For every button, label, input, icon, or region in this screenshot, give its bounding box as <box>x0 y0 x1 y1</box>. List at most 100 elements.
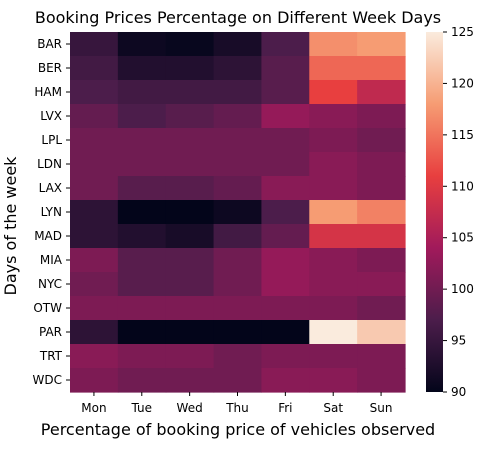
heatmap-cell <box>165 32 215 57</box>
heatmap-cell <box>213 128 263 153</box>
heatmap-cell <box>213 152 263 177</box>
heatmap-cell <box>357 368 406 393</box>
y-tick-label: OTW <box>33 301 62 315</box>
heatmap-cell <box>357 296 406 321</box>
y-tick-label: TRT <box>39 349 63 363</box>
heatmap-cell <box>117 80 167 105</box>
heatmap-cell <box>357 104 406 129</box>
y-tick-label: LYN <box>41 205 62 219</box>
heatmap-cell <box>213 80 263 105</box>
heatmap-cell <box>309 56 358 81</box>
heatmap-cell <box>70 152 119 177</box>
heatmap-cell <box>117 272 167 297</box>
heatmap-cell <box>165 248 215 273</box>
heatmap-cell <box>357 344 406 369</box>
heatmap-cell <box>165 152 215 177</box>
heatmap-cell <box>309 224 358 249</box>
heatmap-cell <box>261 200 310 225</box>
y-tick-label: PAR <box>39 325 62 339</box>
x-tick-label: Mon <box>81 401 106 415</box>
heatmap-cell <box>213 32 263 57</box>
heatmap-cell <box>70 128 119 153</box>
colorbar-tick-label: 110 <box>451 179 474 193</box>
heatmap-cell <box>309 32 358 57</box>
heatmap-cell <box>309 176 358 201</box>
x-tick-labels: Mon Tue Wed Thu Fri Sat Sun <box>81 392 392 415</box>
heatmap-cell <box>70 344 119 369</box>
heatmap-cell <box>165 320 215 345</box>
colorbar-tick-label: 100 <box>451 282 474 296</box>
heatmap-cell <box>357 32 406 57</box>
colorbar-tick-label: 120 <box>451 76 474 90</box>
colorbar-tick-label: 90 <box>451 385 466 399</box>
heatmap-cell <box>213 320 263 345</box>
heatmap-cell <box>70 176 119 201</box>
heatmap-cell <box>357 176 406 201</box>
heatmap-cell <box>213 200 263 225</box>
heatmap-cell <box>165 224 215 249</box>
heatmap-cell <box>357 224 406 249</box>
heatmap-cell <box>165 128 215 153</box>
heatmap-cell <box>357 200 406 225</box>
heatmap-cell <box>357 272 406 297</box>
heatmap-cell <box>261 176 310 201</box>
heatmap-cell <box>70 80 119 105</box>
colorbar-tick-label: 115 <box>451 128 474 142</box>
heatmap-cell <box>70 224 119 249</box>
heatmap-cell <box>261 296 310 321</box>
heatmap-cell <box>70 320 119 345</box>
y-axis-label: Days of the week <box>1 156 20 296</box>
heatmap-cell <box>117 344 167 369</box>
heatmap-cell <box>117 152 167 177</box>
y-tick-labels: BAR BER HAM LVX LPL LDN LAX LYN MAD MIA NYC OTW PAR T… <box>33 37 70 387</box>
heatmap-cell <box>261 248 310 273</box>
heatmap-cell <box>357 152 406 177</box>
heatmap-cell <box>213 176 263 201</box>
heatmap-cell <box>261 152 310 177</box>
heatmap-cell <box>117 200 167 225</box>
heatmap-cell <box>165 296 215 321</box>
heatmap-cell <box>213 104 263 129</box>
heatmap-cell <box>70 248 119 273</box>
heatmap-cell <box>357 80 406 105</box>
heatmap-cell <box>309 200 358 225</box>
heatmap-cell <box>117 128 167 153</box>
heatmap-cell <box>261 80 310 105</box>
heatmap-cell <box>309 296 358 321</box>
y-tick-label: MIA <box>40 253 63 267</box>
x-tick-label: Fri <box>278 401 292 415</box>
heatmap-cell <box>165 176 215 201</box>
heatmap-cell <box>309 80 358 105</box>
heatmap-cell <box>165 344 215 369</box>
heatmap-cell <box>309 320 358 345</box>
heatmap-cell <box>213 224 263 249</box>
heatmap-cell <box>213 272 263 297</box>
colorbar-tick-label: 105 <box>451 231 474 245</box>
chart-title: Booking Prices Percentage on Different W… <box>35 8 441 27</box>
y-tick-label: NYC <box>38 277 62 291</box>
heatmap-cell <box>309 272 358 297</box>
heatmap-cell <box>165 56 215 81</box>
heatmap-cell <box>261 104 310 129</box>
x-axis-label: Percentage of booking price of vehicles … <box>41 420 435 439</box>
x-tick-label: Sat <box>323 401 343 415</box>
colorbar-ticks: 90 95 100 105 110 115 120 125 <box>443 25 474 399</box>
heatmap-cell <box>117 32 167 57</box>
heatmap-cell <box>357 128 406 153</box>
heatmap-cell <box>70 56 119 81</box>
heatmap-cell <box>165 200 215 225</box>
x-tick-label: Wed <box>177 401 203 415</box>
heatmap-cell <box>213 56 263 81</box>
heatmap-cell <box>357 56 406 81</box>
y-tick-label: BAR <box>37 37 62 51</box>
heatmap-cell <box>165 80 215 105</box>
y-tick-label: LVX <box>40 109 62 123</box>
heatmap-cell <box>309 248 358 273</box>
heatmap-cell <box>261 224 310 249</box>
heatmap-cell <box>117 56 167 81</box>
heatmap-cell <box>309 368 358 393</box>
x-tick-label: Sun <box>370 401 393 415</box>
heatmap-cell <box>117 224 167 249</box>
